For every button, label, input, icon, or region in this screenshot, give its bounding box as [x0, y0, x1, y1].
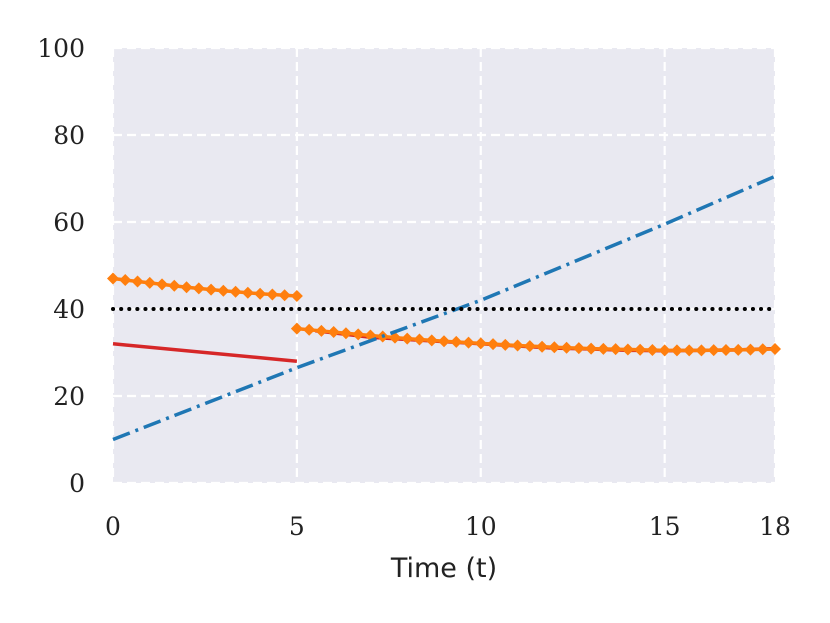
orange-diamond-marker [769, 343, 781, 356]
orange-diamond-marker [670, 344, 683, 357]
orange-diamond-marker [536, 340, 549, 353]
orange-diamond-marker [658, 344, 671, 357]
orange-series-line [112, 276, 297, 298]
orange-diamond-marker [572, 342, 585, 355]
x-tick-label: 5 [289, 512, 305, 541]
orange-diamond-marker [107, 272, 119, 285]
orange-diamond-marker [744, 343, 757, 356]
orange-diamond-marker [266, 288, 279, 301]
orange-diamond-marker [290, 322, 303, 335]
orange-diamond-marker [487, 338, 500, 351]
orange-diamond-marker [499, 338, 512, 351]
orange-diamond-marker [401, 332, 414, 345]
orange-diamond-marker [352, 328, 365, 341]
orange-diamond-marker [241, 286, 254, 299]
y-tick-label: 20 [53, 382, 85, 411]
orange-diamond-marker [168, 279, 181, 292]
orange-diamond-marker [450, 335, 463, 348]
y-tick-label: 60 [53, 208, 85, 237]
blue-series [112, 174, 776, 442]
orange-diamond-marker [634, 343, 647, 356]
orange-diamond-marker [438, 335, 450, 348]
orange-diamond-marker [327, 326, 340, 339]
orange-diamond-marker [217, 284, 230, 297]
orange-diamond-marker [462, 336, 475, 349]
y-tick-label: 100 [37, 34, 85, 63]
orange-diamond-marker [229, 285, 242, 298]
orange-diamond-marker [180, 281, 193, 294]
orange-diamond-marker [131, 275, 144, 288]
x-tick-label: 0 [105, 512, 121, 541]
y-axis-ticks: 0 20 40 60 80 100 [37, 34, 85, 498]
orange-series [107, 272, 781, 357]
orange-diamond-marker [315, 324, 328, 337]
orange-diamond-marker [425, 334, 438, 347]
orange-diamond-marker [597, 342, 610, 355]
orange-diamond-marker [719, 344, 732, 357]
orange-diamond-marker [621, 343, 634, 356]
orange-diamond-marker [254, 287, 267, 300]
x-tick-label: 18 [759, 512, 791, 541]
orange-diamond-marker [756, 343, 769, 356]
y-tick-label: 0 [69, 469, 85, 498]
orange-diamond-marker [143, 276, 156, 289]
orange-diamond-marker [548, 341, 561, 354]
orange-diamond-marker [646, 344, 659, 357]
orange-diamond-marker [707, 344, 720, 357]
orange-diamond-marker [523, 340, 536, 353]
orange-diamond-marker [683, 344, 696, 357]
orange-diamond-marker [205, 283, 218, 296]
orange-diamond-marker [156, 278, 169, 291]
y-tick-label: 80 [53, 121, 85, 150]
orange-diamond-marker [119, 274, 132, 286]
orange-diamond-marker [732, 343, 745, 356]
x-tick-label: 15 [649, 512, 681, 541]
y-tick-label: 40 [53, 295, 85, 324]
red-series-line [112, 342, 298, 363]
orange-diamond-marker [339, 327, 352, 340]
orange-diamond-marker [303, 323, 316, 336]
plot-area [113, 48, 775, 483]
orange-diamond-marker [290, 289, 303, 302]
orange-series-line [296, 326, 776, 353]
x-axis-label: Time (t) [390, 553, 497, 584]
orange-diamond-marker [695, 344, 708, 357]
orange-diamond-marker [585, 342, 598, 355]
orange-diamond-marker [413, 333, 426, 346]
x-tick-label: 10 [465, 512, 497, 541]
orange-diamond-marker [192, 282, 205, 295]
orange-diamond-marker [609, 343, 622, 356]
orange-diamond-marker [278, 289, 291, 302]
orange-diamond-marker [474, 337, 487, 350]
orange-diamond-marker [511, 339, 524, 352]
series-layer [107, 174, 781, 442]
orange-diamond-marker [560, 341, 573, 354]
blue-series-line [112, 174, 776, 442]
x-axis-ticks: 0 5 10 15 18 [105, 512, 791, 541]
